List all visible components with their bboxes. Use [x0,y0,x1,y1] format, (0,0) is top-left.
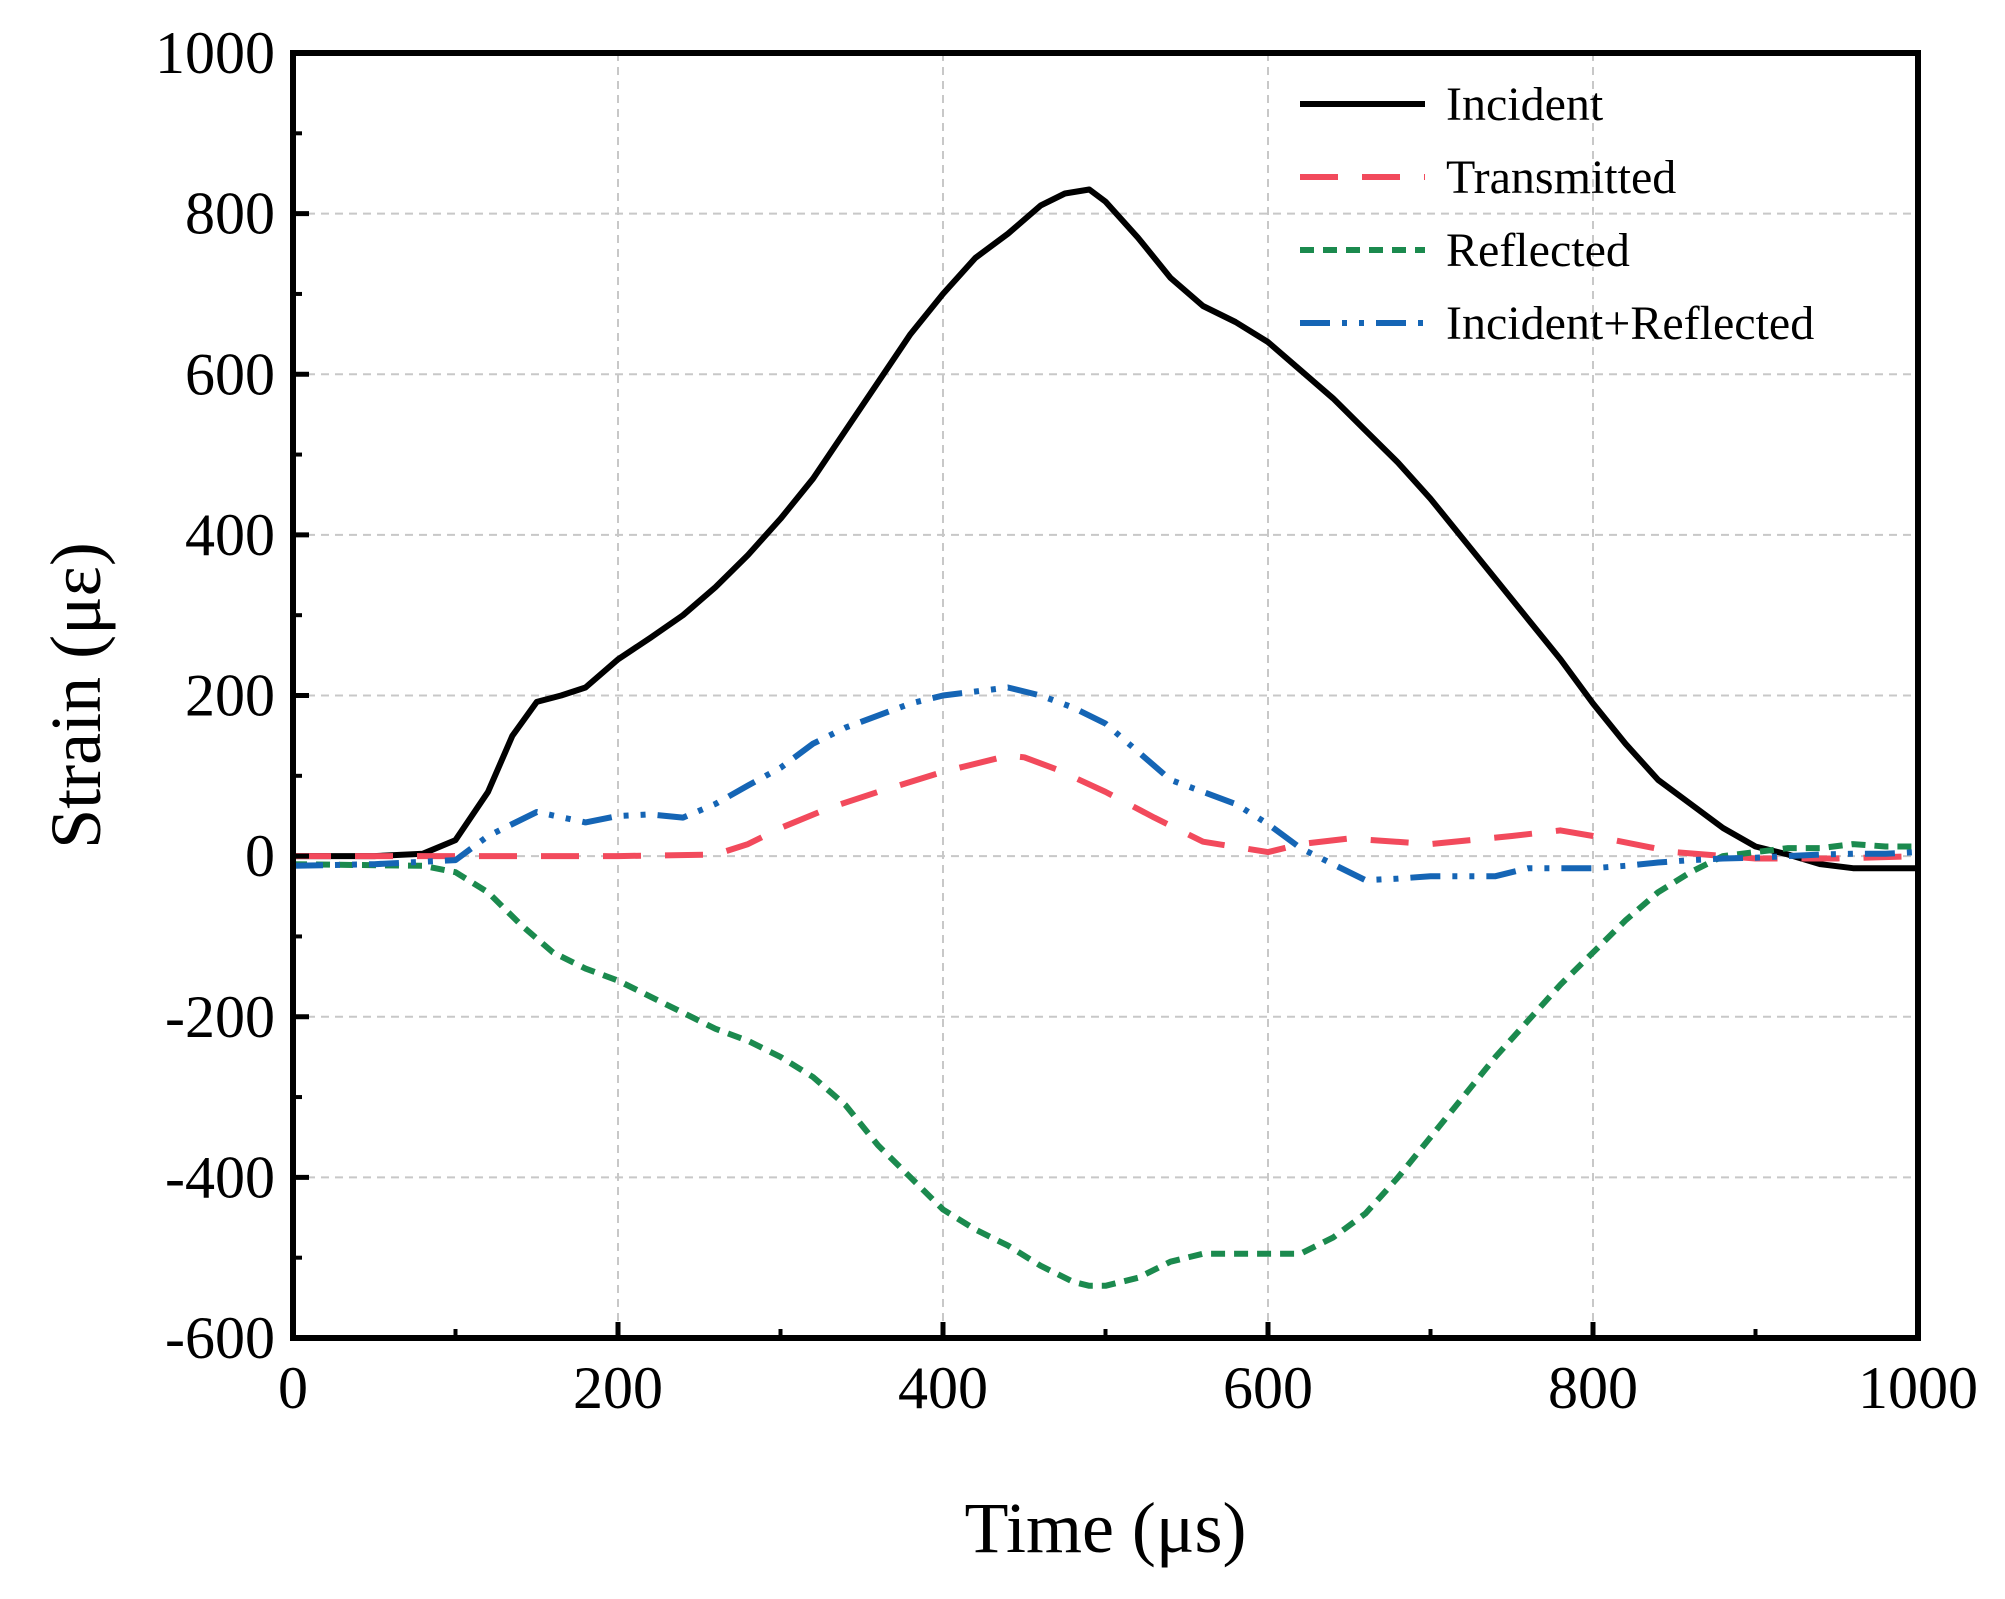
legend-item-transmitted: Transmitted [1300,151,1676,204]
legend-label-incident-reflected: Incident+Reflected [1446,297,1814,350]
legend-label-reflected: Reflected [1446,224,1630,277]
y-tick-label: 0 [245,823,275,889]
y-tick-label: -400 [165,1144,275,1210]
grid-lines [293,53,1918,1338]
x-tick-label: 1000 [1858,1355,1978,1421]
series-line-transmitted [293,752,1919,862]
y-tick-label: 800 [185,181,275,247]
legend-label-incident: Incident [1446,78,1604,131]
series-lines [292,186,1919,1289]
y-tick-label: 200 [185,663,275,729]
legend-item-incident-reflected: Incident+Reflected [1300,297,1814,350]
y-tick-label: -600 [165,1305,275,1371]
y-tick-label: -200 [165,984,275,1050]
x-tick-label: 400 [898,1355,988,1421]
x-tick-label: 0 [278,1355,308,1421]
legend-item-reflected: Reflected [1300,224,1630,277]
x-tick-label: 200 [573,1355,663,1421]
y-axis-title: Strain (με) [36,542,116,849]
legend: Incident Transmitted Reflected Incident+… [1300,78,1814,350]
x-axis-title: Time (μs) [965,1488,1247,1568]
y-tick-label: 600 [185,341,275,407]
y-tick-label: 400 [185,502,275,568]
x-tick-label: 600 [1223,1355,1313,1421]
legend-item-incident: Incident [1300,78,1604,131]
series-line-incident [293,186,1918,872]
x-tick-label: 800 [1548,1355,1638,1421]
axes [290,50,1921,1341]
tick-labels: 0 200 400 600 800 1000 -600 -400 -200 0 200 400 600 8… [155,20,1978,1421]
y-tick-label: 1000 [155,20,275,86]
series-line-reflected [292,841,1918,1289]
legend-label-transmitted: Transmitted [1446,151,1676,204]
series-line-incident-reflected [292,684,1919,884]
